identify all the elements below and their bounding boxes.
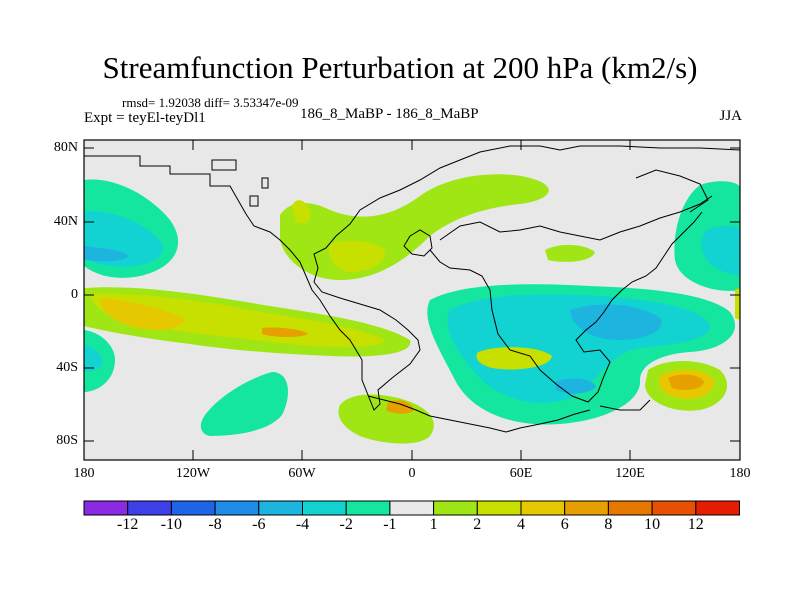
colorbar-box — [695, 500, 740, 516]
colorbar-box — [170, 500, 216, 516]
coastline — [367, 395, 591, 433]
coastline — [84, 145, 740, 411]
lat-ticks — [84, 147, 740, 442]
colorbar-label: 1 — [429, 516, 438, 533]
lon-label-180w: 180 — [73, 466, 95, 481]
map-title: Streamfunction Perturbation at 200 hPa (… — [102, 50, 698, 85]
colorbar-label: -12 — [117, 516, 139, 533]
lon-label-180e: 180 — [729, 466, 751, 481]
stats-text: rmsd= 1.92038 diff= 3.53347e-09 — [122, 95, 299, 110]
lon-label-60e: 60E — [509, 466, 533, 481]
colorbar-box — [651, 500, 697, 516]
lat-label-0: 0 — [71, 287, 78, 302]
colorbar-label: 12 — [687, 516, 704, 533]
colorbar-box — [520, 500, 566, 516]
colorbar-box — [127, 500, 172, 516]
coastline — [211, 159, 237, 171]
colorbar-label: -2 — [339, 516, 353, 533]
contour-region — [668, 374, 704, 390]
lon-label-120w: 120W — [175, 466, 211, 481]
colorbar-box — [564, 500, 609, 516]
contour-region — [386, 400, 414, 414]
contour-region — [570, 304, 662, 340]
coastline — [429, 211, 703, 403]
colorbar-box — [389, 500, 435, 516]
colorbar-label: -10 — [160, 516, 183, 533]
contour-region — [100, 298, 185, 330]
colorbar-box — [258, 500, 303, 516]
coastline — [635, 169, 709, 213]
contour-region — [84, 246, 128, 262]
contour-region — [545, 244, 595, 262]
contour-region — [90, 293, 385, 348]
colorbar-box — [302, 500, 347, 516]
contour-region — [84, 345, 103, 372]
lat-label-40n: 40N — [53, 214, 78, 229]
experiment-label: Expt = teyEl-teyDl1 — [84, 110, 206, 126]
contour-region — [735, 288, 740, 320]
colorbar-label: -6 — [252, 516, 266, 533]
contour-fills — [84, 174, 740, 444]
coastline — [439, 195, 713, 241]
season-label: JJA — [719, 108, 742, 124]
contour-region — [555, 378, 596, 394]
lon-label-0: 0 — [408, 466, 416, 481]
coastline — [599, 399, 651, 411]
colorbar — [83, 500, 740, 516]
colorbar-label: 4 — [517, 516, 525, 533]
colorbar-label: -4 — [295, 516, 310, 533]
contour-region — [292, 200, 311, 224]
colorbar-label: 8 — [604, 516, 613, 533]
lon-label-120e: 120E — [615, 466, 645, 481]
contour-region — [329, 240, 386, 272]
contour-region — [701, 225, 740, 275]
colorbar-box — [83, 500, 129, 516]
contour-region — [200, 372, 288, 436]
colorbar-label: 6 — [560, 516, 569, 533]
colorbar-box — [345, 500, 391, 516]
lon-ticks — [83, 140, 631, 460]
coastline — [261, 177, 269, 189]
coastlines — [84, 145, 740, 433]
colorbar-label: -8 — [208, 516, 222, 533]
lat-label-80n: 80N — [53, 140, 78, 155]
coastline — [403, 229, 433, 257]
lat-label-40s: 40S — [56, 360, 78, 375]
colorbar-box — [607, 500, 653, 516]
colorbar-label: 2 — [473, 516, 482, 533]
colorbar-box — [433, 500, 478, 516]
colorbar-box — [214, 500, 260, 516]
coastline — [249, 195, 259, 207]
lon-label-60w: 60W — [288, 466, 316, 481]
colorbar-box — [476, 500, 522, 516]
colorbar-label: -1 — [383, 516, 397, 533]
case-label: 186_8_MaBP - 186_8_MaBP — [300, 106, 479, 122]
contour-region — [262, 327, 308, 337]
lat-label-80s: 80S — [56, 433, 78, 448]
colorbar-label: 10 — [644, 516, 661, 533]
contour-region — [476, 347, 552, 370]
